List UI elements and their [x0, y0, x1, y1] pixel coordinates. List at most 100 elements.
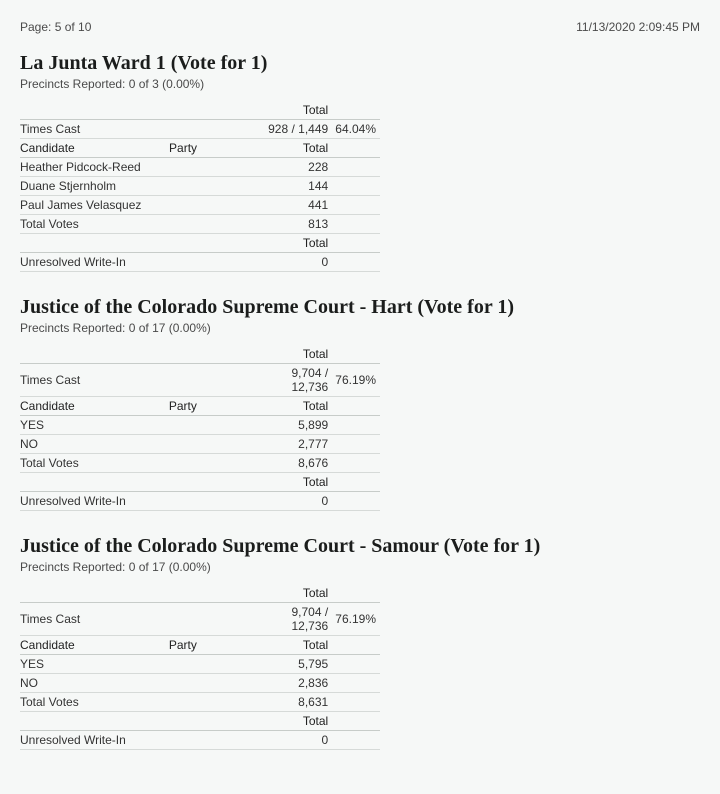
cell-empty [332, 253, 380, 272]
cell-empty [169, 345, 255, 364]
total-votes-value: 813 [255, 215, 332, 234]
cell-empty [332, 416, 380, 435]
results-table: TotalTimes Cast9,704 / 12,73676.19%Candi… [20, 345, 380, 511]
cell-empty [20, 712, 169, 731]
contest-title: Justice of the Colorado Supreme Court - … [20, 296, 700, 319]
cell-empty [332, 636, 380, 655]
cell-empty [20, 584, 169, 603]
cell-empty [169, 364, 255, 397]
column-header-total: Total [255, 584, 332, 603]
unresolved-writein-value: 0 [255, 492, 332, 511]
times-cast-value: 928 / 1,449 [255, 120, 332, 139]
cell-empty [169, 584, 255, 603]
cell-empty [332, 345, 380, 364]
cell-empty [169, 215, 255, 234]
candidate-name: Paul James Velasquez [20, 196, 169, 215]
precincts-reported: Precincts Reported: 0 of 3 (0.00%) [20, 77, 700, 91]
candidate-party [169, 177, 255, 196]
results-table: Total Times Cast 928 / 1,44964.04% Candidat… [20, 101, 380, 272]
page-number: Page: 5 of 10 [20, 20, 91, 34]
times-cast-value: 9,704 / 12,736 [255, 603, 332, 636]
precincts-reported: Precincts Reported: 0 of 17 (0.00%) [20, 321, 700, 335]
candidate-party [169, 196, 255, 215]
column-header-party: Party [169, 139, 255, 158]
cell-empty [169, 454, 255, 473]
candidate-name: Heather Pidcock-Reed [20, 158, 169, 177]
timestamp: 11/13/2020 2:09:45 PM [576, 20, 700, 34]
total-votes-value: 8,631 [255, 693, 332, 712]
total-votes-label: Total Votes [20, 454, 169, 473]
candidate-total: 2,836 [255, 674, 332, 693]
column-header-total: Total [255, 473, 332, 492]
column-header-candidate: Candidate [20, 139, 169, 158]
cell-empty [20, 234, 169, 253]
total-votes-label: Total Votes [20, 215, 169, 234]
candidate-name: NO [20, 435, 169, 454]
cell-empty [332, 655, 380, 674]
cell-empty [169, 473, 255, 492]
candidate-party [169, 655, 255, 674]
column-header-total: Total [255, 636, 332, 655]
candidate-party [169, 158, 255, 177]
cell-empty [20, 473, 169, 492]
cell-empty [169, 101, 255, 120]
times-cast-pct: 64.04% [332, 120, 380, 139]
times-cast-value: 9,704 / 12,736 [255, 364, 332, 397]
cell-empty [332, 731, 380, 750]
cell-empty [169, 603, 255, 636]
column-header-total: Total [255, 139, 332, 158]
cell-empty [169, 492, 255, 511]
times-cast-label: Times Cast [20, 603, 169, 636]
cell-empty [20, 345, 169, 364]
cell-empty [332, 196, 380, 215]
contest-title: Justice of the Colorado Supreme Court - … [20, 535, 700, 558]
cell-empty [332, 177, 380, 196]
contest-block: La Junta Ward 1 (Vote for 1) Precincts Re… [20, 52, 700, 272]
candidate-total: 144 [255, 177, 332, 196]
contest-title: La Junta Ward 1 (Vote for 1) [20, 52, 700, 75]
candidate-party [169, 435, 255, 454]
cell-empty [332, 234, 380, 253]
column-header-total: Total [255, 101, 332, 120]
column-header-candidate: Candidate [20, 397, 169, 416]
contest-block: Justice of the Colorado Supreme Court - … [20, 535, 700, 750]
cell-empty [332, 435, 380, 454]
cell-empty [332, 693, 380, 712]
cell-empty [169, 253, 255, 272]
cell-empty [332, 158, 380, 177]
candidate-name: YES [20, 416, 169, 435]
candidate-total: 2,777 [255, 435, 332, 454]
cell-empty [332, 454, 380, 473]
unresolved-writein-label: Unresolved Write-In [20, 253, 169, 272]
cell-empty [20, 101, 169, 120]
candidate-total: 5,899 [255, 416, 332, 435]
cell-empty [332, 584, 380, 603]
total-votes-label: Total Votes [20, 693, 169, 712]
cell-empty [169, 234, 255, 253]
cell-empty [169, 731, 255, 750]
column-header-total: Total [255, 234, 332, 253]
total-votes-value: 8,676 [255, 454, 332, 473]
candidate-total: 5,795 [255, 655, 332, 674]
cell-empty [169, 693, 255, 712]
times-cast-label: Times Cast [20, 120, 169, 139]
unresolved-writein-label: Unresolved Write-In [20, 492, 169, 511]
times-cast-label: Times Cast [20, 364, 169, 397]
cell-empty [332, 397, 380, 416]
cell-empty [169, 712, 255, 731]
column-header-candidate: Candidate [20, 636, 169, 655]
candidate-name: YES [20, 655, 169, 674]
precincts-reported: Precincts Reported: 0 of 17 (0.00%) [20, 560, 700, 574]
unresolved-writein-label: Unresolved Write-In [20, 731, 169, 750]
column-header-total: Total [255, 712, 332, 731]
column-header-total: Total [255, 397, 332, 416]
cell-empty [332, 674, 380, 693]
column-header-party: Party [169, 636, 255, 655]
cell-empty [332, 473, 380, 492]
cell-empty [332, 101, 380, 120]
cell-empty [332, 139, 380, 158]
candidate-name: NO [20, 674, 169, 693]
unresolved-writein-value: 0 [255, 253, 332, 272]
cell-empty [332, 215, 380, 234]
candidate-name: Duane Stjernholm [20, 177, 169, 196]
